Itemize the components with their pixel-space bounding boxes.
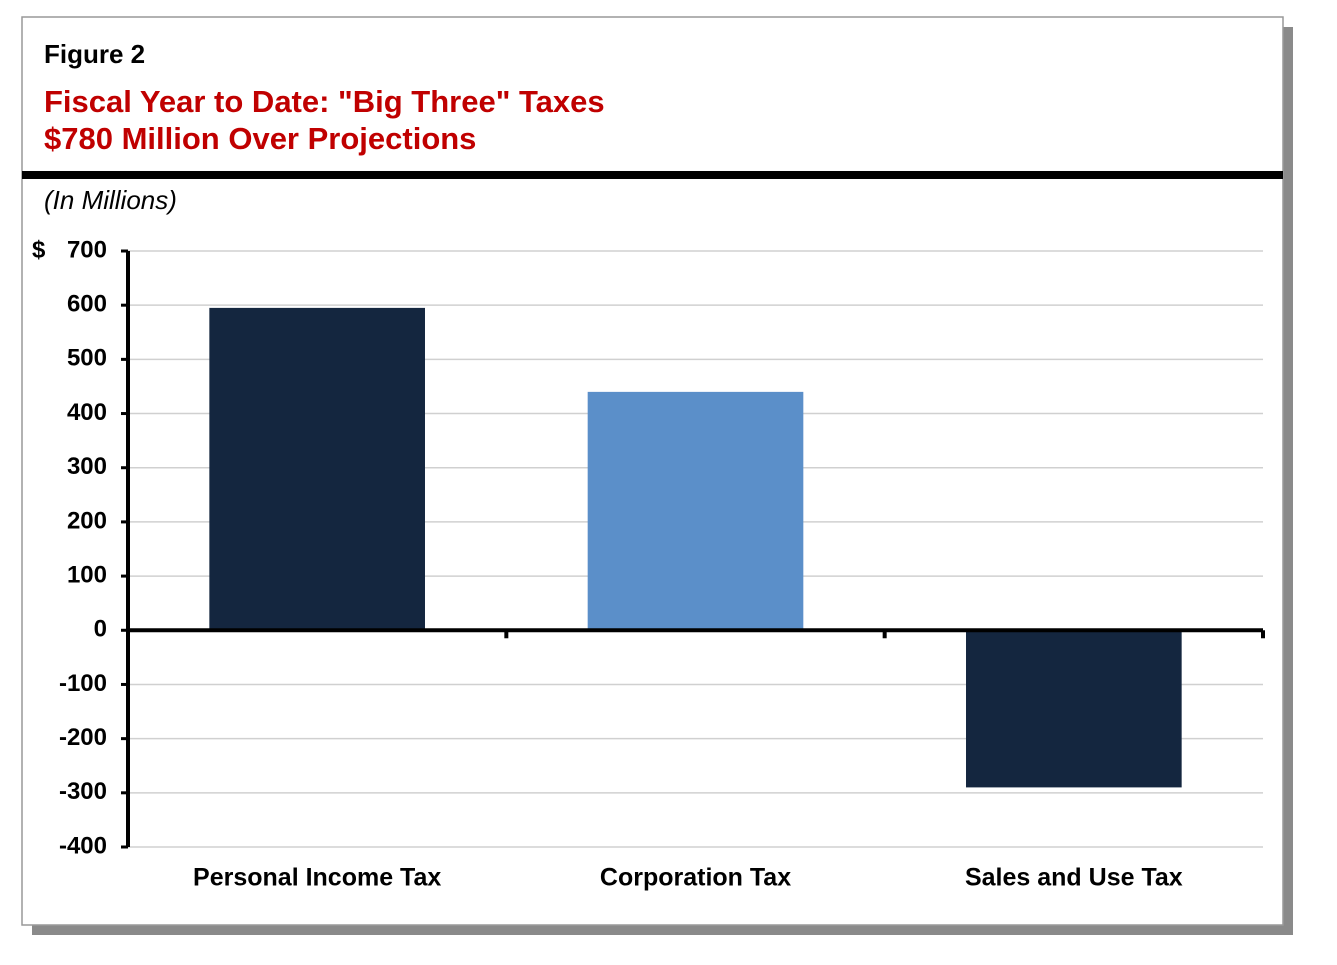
y-tick-label: 700	[67, 236, 107, 263]
y-tick-label: 600	[67, 291, 107, 318]
y-tick-label: -300	[59, 778, 107, 805]
axis-label: (In Millions)	[44, 185, 177, 215]
y-tick-label: 200	[67, 507, 107, 534]
bar	[966, 630, 1182, 788]
y-tick-label: 500	[67, 345, 107, 372]
bar	[587, 391, 804, 631]
y-tick-label: -200	[59, 724, 107, 751]
figure-label: Figure 2	[44, 39, 145, 69]
x-tick-label: Sales and Use Tax	[965, 864, 1183, 892]
y-tick-label: 0	[94, 616, 107, 643]
y-tick-label: 100	[67, 561, 107, 588]
x-tick-label: Corporation Tax	[600, 864, 791, 892]
header-rule	[22, 171, 1283, 179]
chart-title: Fiscal Year to Date: "Big Three" Taxes	[44, 84, 605, 119]
bar	[209, 307, 425, 631]
y-tick-label: 400	[67, 399, 107, 426]
x-tick-label: Personal Income Tax	[193, 864, 441, 892]
chart-subtitle: $780 Million Over Projections	[44, 121, 476, 156]
y-tick-label: 300	[67, 453, 107, 480]
y-tick-label: -100	[59, 670, 107, 697]
y-tick-label: -400	[59, 832, 107, 859]
y-tick-prefix: $	[32, 236, 46, 263]
